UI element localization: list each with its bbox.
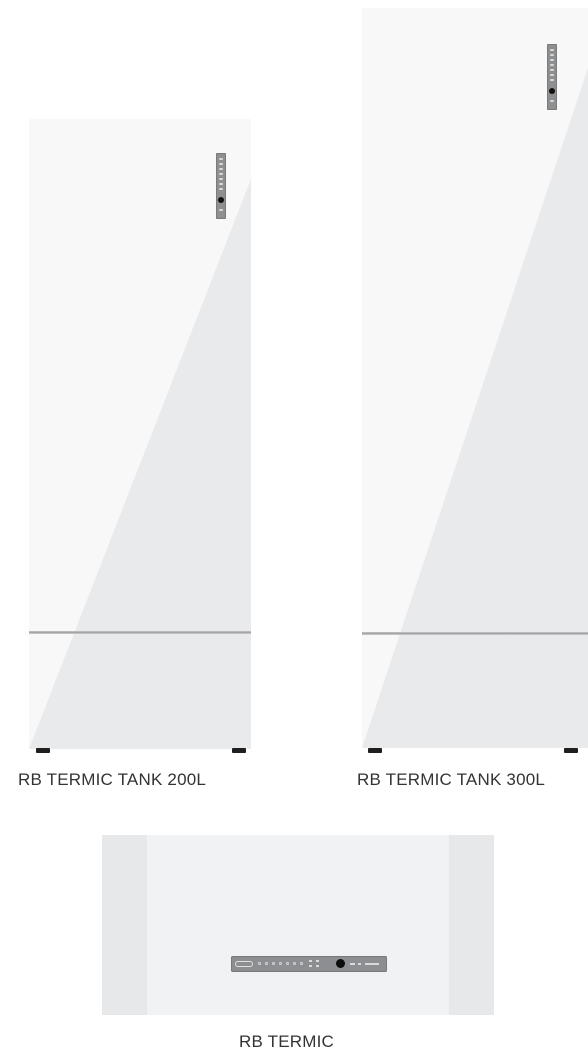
water-tank-300l-image <box>362 8 588 748</box>
tank-foot-left <box>368 748 382 753</box>
tank-foot-left <box>36 748 50 753</box>
tank-seam-line <box>362 632 588 635</box>
product-card-rb-termic[interactable]: RB TERMIC <box>100 830 496 1059</box>
gloss-reflection <box>29 119 251 749</box>
product-label-tank-300l: RB TERMIC TANK 300L <box>357 770 546 789</box>
gloss-reflection <box>362 8 588 748</box>
product-card-tank-200l[interactable]: RB TERMIC TANK 200L <box>0 110 270 800</box>
unit-control-panel <box>231 956 387 972</box>
tank-foot-right <box>232 748 246 753</box>
tank-seam-line <box>29 631 251 634</box>
product-label-rb-termic: RB TERMIC <box>239 1032 334 1051</box>
tank-control-panel <box>547 44 557 110</box>
brand-logo-icon <box>235 961 253 967</box>
unit-front-panel <box>147 835 449 1015</box>
product-card-tank-300l[interactable]: RB TERMIC TANK 300L <box>340 0 588 800</box>
product-label-tank-200l: RB TERMIC TANK 200L <box>18 770 207 789</box>
power-knob-icon <box>336 959 345 968</box>
water-tank-200l-image <box>29 119 251 749</box>
tank-control-panel <box>216 153 226 219</box>
tank-foot-right <box>564 748 578 753</box>
heat-pump-unit-image <box>102 835 494 1015</box>
